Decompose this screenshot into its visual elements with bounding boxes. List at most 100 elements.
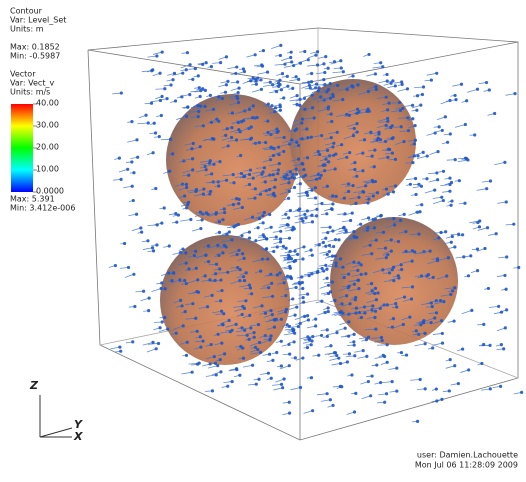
arrow-head bbox=[366, 379, 370, 384]
arrow-head bbox=[187, 173, 191, 177]
arrow-head bbox=[240, 233, 244, 238]
arrow-shaft bbox=[461, 309, 472, 315]
arrow-shaft bbox=[393, 324, 404, 329]
arrow-shaft bbox=[343, 135, 354, 140]
arrow-head bbox=[314, 82, 319, 86]
arrow-head bbox=[449, 203, 453, 207]
arrow-head bbox=[293, 128, 297, 132]
arrow-head bbox=[374, 298, 379, 302]
arrow-shaft bbox=[190, 90, 201, 93]
arrow-head bbox=[408, 182, 412, 186]
arrow-shaft bbox=[324, 352, 336, 355]
arrow-head bbox=[253, 187, 257, 191]
arrow-head bbox=[261, 49, 266, 53]
arrow-shaft bbox=[282, 139, 292, 143]
arrow-head bbox=[167, 271, 171, 275]
arrow-head bbox=[242, 256, 246, 261]
arrow-head bbox=[287, 216, 291, 220]
arrow-head bbox=[226, 79, 230, 83]
arrow-head bbox=[305, 345, 310, 350]
arrow-shaft bbox=[249, 342, 260, 347]
arrow-head bbox=[146, 121, 150, 125]
arrow-head bbox=[393, 84, 397, 88]
arrow-head bbox=[301, 356, 305, 360]
arrow-shaft bbox=[142, 247, 153, 250]
arrow-shaft bbox=[215, 179, 227, 183]
arrow-head bbox=[205, 305, 210, 309]
arrow-head bbox=[307, 274, 311, 278]
arrow-head bbox=[235, 252, 239, 257]
arrow-head bbox=[385, 360, 389, 364]
arrow-head bbox=[239, 171, 244, 176]
arrow-head bbox=[353, 167, 357, 172]
arrow-shaft bbox=[378, 156, 388, 160]
arrow-head bbox=[370, 374, 374, 378]
arrow-head bbox=[443, 115, 447, 119]
arrow-head bbox=[393, 157, 398, 161]
arrow-head bbox=[453, 158, 457, 162]
arrow-head bbox=[319, 333, 324, 338]
contour-var: Var: Level_Set bbox=[10, 16, 66, 25]
arrow-shaft bbox=[172, 72, 183, 76]
arrow-shaft bbox=[269, 104, 281, 108]
arrow-shaft bbox=[307, 64, 318, 67]
arrow-head bbox=[203, 274, 207, 278]
arrow-head bbox=[223, 352, 227, 356]
arrow-head bbox=[219, 61, 223, 65]
arrow-shaft bbox=[477, 227, 488, 231]
arrow-head bbox=[503, 326, 507, 330]
arrow-head bbox=[457, 179, 461, 183]
arrow-head bbox=[183, 310, 187, 314]
arrow-head bbox=[185, 51, 190, 55]
arrow-shaft bbox=[289, 98, 301, 102]
arrow-head bbox=[238, 268, 242, 272]
arrow-head bbox=[282, 281, 286, 285]
arrow-head bbox=[134, 212, 139, 216]
arrow-head bbox=[328, 290, 333, 294]
arrow-head bbox=[320, 133, 324, 138]
arrow-shaft bbox=[205, 374, 217, 377]
arrow-head bbox=[356, 83, 360, 87]
arrow-head bbox=[310, 106, 315, 110]
arrow-head bbox=[204, 168, 208, 172]
arrow-head bbox=[253, 345, 258, 349]
arrow-head bbox=[513, 92, 517, 96]
arrow-head bbox=[305, 314, 310, 318]
arrow-head bbox=[417, 232, 421, 236]
arrow-shaft bbox=[432, 200, 444, 205]
arrow-head bbox=[309, 248, 313, 252]
arrow-head bbox=[402, 295, 407, 299]
arrow-shaft bbox=[229, 102, 239, 106]
arrow-head bbox=[268, 173, 272, 177]
arrow-head bbox=[160, 320, 164, 324]
arrow-head bbox=[310, 253, 314, 257]
arrow-head bbox=[379, 61, 383, 65]
arrow-head bbox=[220, 309, 224, 313]
arrow-head bbox=[482, 342, 486, 347]
arrow-head bbox=[331, 145, 335, 149]
arrow-head bbox=[213, 278, 217, 282]
arrow-head bbox=[494, 232, 498, 236]
arrow-head bbox=[184, 251, 188, 255]
arrow-head bbox=[184, 114, 189, 118]
arrow-head bbox=[185, 340, 189, 344]
arrow-shaft bbox=[221, 137, 232, 141]
arrow-head bbox=[238, 130, 242, 134]
arrow-head bbox=[268, 212, 272, 217]
arrow-head bbox=[174, 331, 178, 335]
arrow-head bbox=[347, 113, 351, 117]
arrow-head bbox=[367, 52, 371, 57]
arrow-head bbox=[431, 346, 435, 350]
arrow-head bbox=[217, 184, 221, 188]
arrow-head bbox=[201, 87, 205, 91]
arrow-head bbox=[309, 376, 314, 380]
arrow-head bbox=[387, 271, 392, 275]
arrow-head bbox=[413, 124, 417, 128]
arrow-head bbox=[176, 213, 181, 217]
arrow-head bbox=[332, 141, 336, 145]
arrow-head bbox=[412, 142, 416, 146]
arrow-head bbox=[272, 191, 276, 195]
arrow-head bbox=[429, 321, 433, 325]
arrow-head bbox=[171, 78, 175, 82]
arrow-head bbox=[441, 169, 446, 173]
